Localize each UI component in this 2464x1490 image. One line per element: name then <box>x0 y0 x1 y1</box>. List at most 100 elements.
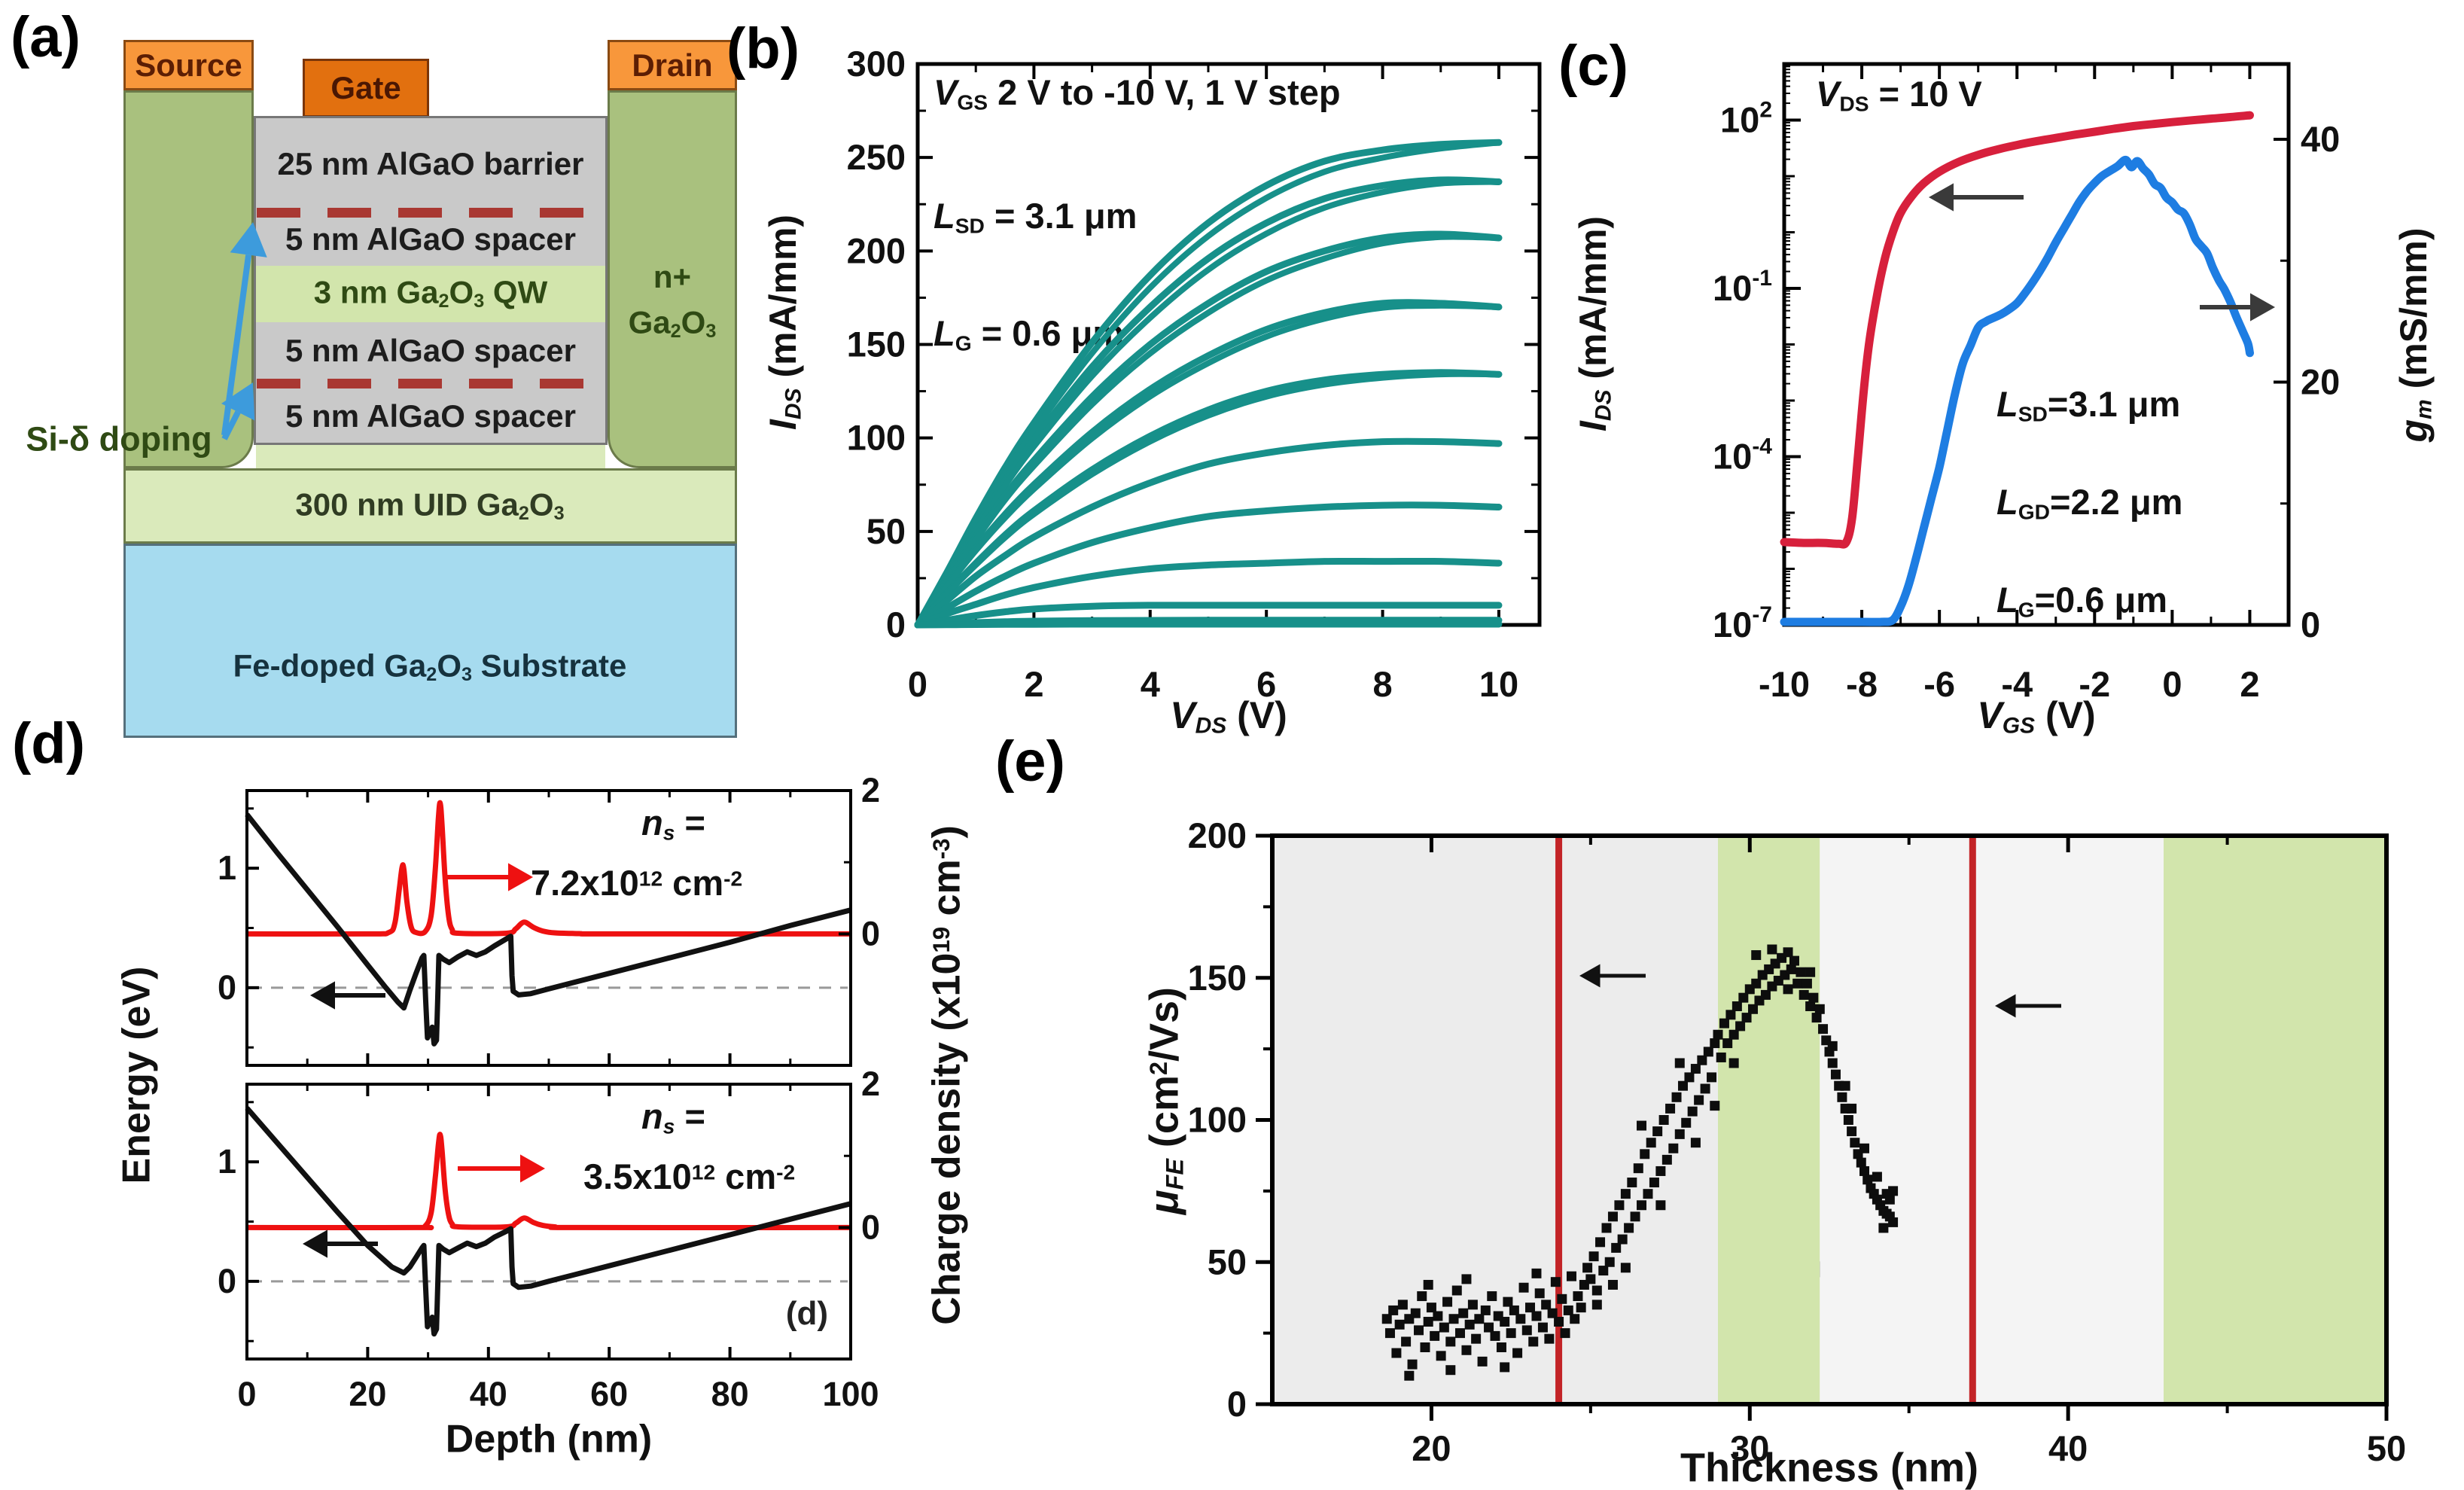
svg-text:40: 40 <box>470 1375 507 1413</box>
svg-text:0: 0 <box>237 1375 256 1413</box>
svg-text:10-7: 10-7 <box>1713 602 1772 644</box>
d-right-axis-title: Charge density (x1019 cm-3) <box>924 825 969 1325</box>
svg-text:1: 1 <box>218 849 236 887</box>
svg-text:150: 150 <box>1188 958 1247 998</box>
svg-text:0: 0 <box>861 914 880 952</box>
svg-text:60: 60 <box>590 1375 628 1413</box>
delta-doping-dash-bottom <box>257 379 605 388</box>
svg-text:10-1: 10-1 <box>1713 266 1772 308</box>
svg-text:150: 150 <box>847 325 906 364</box>
si-delta-doping-label: Si-δ doping <box>26 419 212 459</box>
b-annotation-lg: LG = 0.6 μm <box>934 313 1125 355</box>
e-region-qw-label-line2: QW <box>1741 1299 1801 1339</box>
c-annotation-vds: VDS = 10 V <box>1816 74 1982 116</box>
delta-doping-dash-top <box>257 208 605 218</box>
nplus-label-line2: Ga2O3 <box>628 304 717 343</box>
svg-text:10-4: 10-4 <box>1713 434 1772 477</box>
e-region-algao-label: β-(AlxGa1-x)2O3 <box>1381 934 1546 1135</box>
svg-text:40: 40 <box>2048 1428 2088 1468</box>
b-x-axis-title: VDS (V) <box>1170 693 1287 739</box>
svg-text:-10: -10 <box>1759 664 1810 704</box>
svg-text:250: 250 <box>847 137 906 177</box>
d-bottom-ns-value: 3.5x1012 cm-2 <box>583 1156 796 1196</box>
d-left-axis-title: Energy (eV) <box>114 966 159 1184</box>
c-annotation-lg: LG=0.6 μm <box>1996 580 2168 622</box>
svg-text:0: 0 <box>861 1208 880 1246</box>
gate-contact: Gate <box>303 59 429 117</box>
source-contact: Source <box>123 40 254 90</box>
svg-text:1: 1 <box>218 1142 236 1181</box>
c-left-axis-title: IDS (mA/mm) <box>1571 215 1616 432</box>
e-region-doping2-label: δ-doping <box>1995 974 2112 1119</box>
svg-text:8: 8 <box>1372 664 1392 704</box>
svg-text:20: 20 <box>2301 361 2340 401</box>
chart-d-top-band-diagram: 0 1 2 0 <box>218 771 880 1067</box>
c-right-axis-title: gm (mS/mm) <box>2392 227 2437 443</box>
svg-text:50: 50 <box>867 511 906 551</box>
svg-text:0: 0 <box>218 1262 236 1300</box>
c-axis-arrows-icon <box>1929 183 2275 321</box>
barrier-label: 25 nm AlGaO barrier <box>277 145 584 181</box>
svg-text:20: 20 <box>1412 1428 1451 1468</box>
svg-text:20: 20 <box>349 1375 386 1413</box>
svg-text:100: 100 <box>1188 1100 1247 1140</box>
stack-base-filler <box>256 445 605 468</box>
nplus-label-line1: n+ <box>653 258 692 294</box>
d-annotation-arrows-icon <box>303 863 545 1258</box>
uid-label: 300 nm UID Ga2O3 <box>295 486 565 525</box>
c-annotation-lsd: LSD=3.1 μm <box>1996 384 2181 426</box>
svg-text:100: 100 <box>847 418 906 458</box>
d-x-axis-title: Depth (nm) <box>445 1417 653 1461</box>
svg-text:80: 80 <box>711 1375 749 1413</box>
svg-text:100: 100 <box>822 1375 879 1413</box>
panel-a-label: (a) <box>11 5 81 69</box>
svg-text:2: 2 <box>861 771 880 809</box>
svg-text:50: 50 <box>1208 1242 1247 1281</box>
substrate-layer <box>123 544 737 738</box>
svg-text:-6: -6 <box>1923 664 1955 704</box>
svg-text:0: 0 <box>886 605 906 644</box>
substrate-label: Fe-doped Ga2O3 Substrate <box>233 647 627 686</box>
svg-text:0: 0 <box>218 968 236 1007</box>
svg-text:-8: -8 <box>1846 664 1878 704</box>
uid-layer <box>123 468 737 544</box>
spacer1-label: 5 nm AlGaO spacer <box>285 221 576 257</box>
source-pillar <box>123 90 254 468</box>
svg-text:200: 200 <box>1188 815 1247 855</box>
svg-text:50: 50 <box>2367 1428 2406 1468</box>
b-y-axis-title: IDS (mA/mm) <box>761 214 806 431</box>
e-region-bgo-label: β-Ga2O3 <box>2210 1288 2340 1330</box>
c-annotation-lgd: LGD=2.2 μm <box>1996 482 2183 524</box>
e-x-axis-title: Thickness (nm) <box>1680 1445 1979 1490</box>
e-y-axis-title: μFE (cm2/Vs) <box>1141 986 1189 1215</box>
d-top-ns-label: ns = <box>641 803 705 845</box>
svg-text:300: 300 <box>847 44 906 84</box>
svg-text:40: 40 <box>2301 119 2340 159</box>
panel-e-label: (e) <box>995 730 1065 794</box>
b-annotation-lsd: LSD = 3.1 μm <box>934 196 1138 238</box>
ids-transfer-curve-red <box>1780 111 2254 549</box>
panel-b-label: (b) <box>726 17 800 81</box>
svg-text:102: 102 <box>1720 98 1772 140</box>
svg-text:200: 200 <box>847 230 906 270</box>
spacer2-label: 5 nm AlGaO spacer <box>285 332 576 368</box>
svg-text:2: 2 <box>2240 664 2259 704</box>
qw-layer <box>256 266 605 322</box>
e-region-doping1-label: δ-doping <box>1579 946 1697 1090</box>
svg-text:4: 4 <box>1141 664 1160 704</box>
d-inner-label: (d) <box>785 1294 829 1332</box>
qw-label: 3 nm Ga2O3 QW <box>313 274 548 312</box>
svg-text:2: 2 <box>861 1065 880 1103</box>
svg-text:0: 0 <box>1227 1384 1247 1424</box>
gate-label: Gate <box>330 70 401 105</box>
svg-text:2: 2 <box>1024 664 1043 704</box>
svg-text:10: 10 <box>1479 664 1518 704</box>
c-x-axis-title: VGS (V) <box>1977 693 2096 739</box>
source-label: Source <box>135 47 242 83</box>
svg-text:0: 0 <box>2162 664 2182 704</box>
e-region-qw-label-line1: β-Ga2O3 <box>1706 1249 1835 1291</box>
